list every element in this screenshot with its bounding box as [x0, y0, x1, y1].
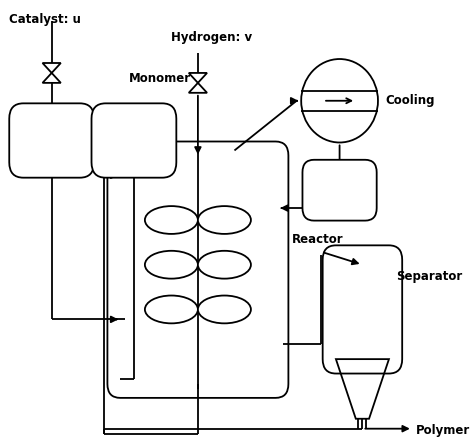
FancyBboxPatch shape [302, 160, 377, 221]
Ellipse shape [145, 296, 198, 324]
Text: Catalyst: u: Catalyst: u [9, 13, 81, 27]
Ellipse shape [198, 251, 251, 278]
FancyBboxPatch shape [323, 245, 402, 373]
FancyBboxPatch shape [9, 103, 94, 178]
Ellipse shape [145, 251, 198, 278]
Text: Polymer: Polymer [415, 424, 470, 437]
Text: Reactor: Reactor [292, 233, 344, 246]
Ellipse shape [198, 206, 251, 234]
FancyBboxPatch shape [91, 103, 176, 178]
FancyBboxPatch shape [108, 141, 288, 398]
Ellipse shape [145, 206, 198, 234]
Ellipse shape [198, 296, 251, 324]
Text: Hydrogen: v: Hydrogen: v [171, 31, 252, 44]
Text: Monomer: Monomer [129, 72, 191, 85]
Text: Separator: Separator [396, 270, 463, 283]
Text: Cooling: Cooling [385, 94, 435, 107]
